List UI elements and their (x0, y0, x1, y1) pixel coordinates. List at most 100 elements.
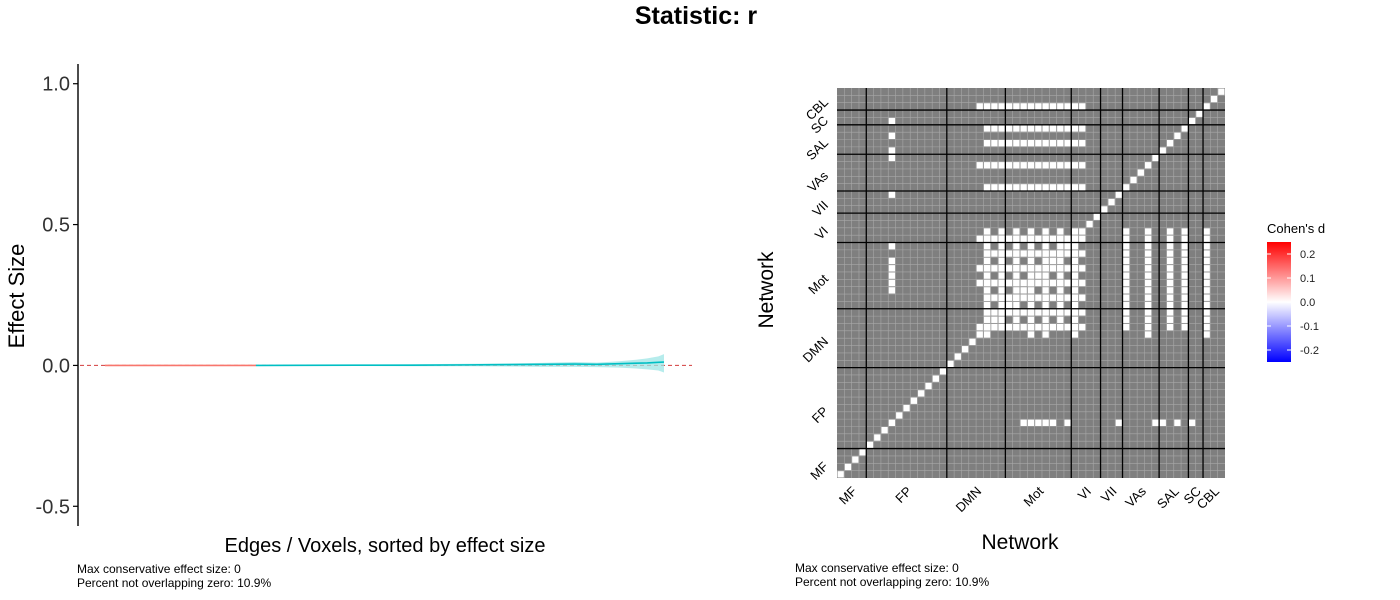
diagonal-cell (910, 397, 918, 404)
legend-tick-label: 0.2 (1300, 249, 1315, 261)
highlight-cell (983, 235, 991, 243)
highlight-cell (1071, 279, 1079, 287)
highlight-cell (1035, 265, 1042, 272)
highlight-cell (998, 162, 1005, 169)
highlight-cell (1144, 272, 1152, 279)
highlight-cell (1042, 250, 1049, 257)
x-network-label: SAL (1154, 484, 1182, 512)
highlight-cell (1042, 294, 1049, 301)
right-caption-line: Percent not overlapping zero: 10.9% (795, 575, 990, 589)
highlight-cell (1049, 309, 1057, 316)
diagonal-cell (903, 404, 910, 412)
highlight-cell (1057, 323, 1064, 331)
highlight-cell (1071, 243, 1079, 250)
diagonal-cell (1101, 206, 1108, 213)
highlight-cell (1013, 279, 1020, 287)
right-caption: Max conservative effect size: 0 Percent … (795, 561, 989, 589)
highlight-cell (1005, 103, 1013, 110)
highlight-cell (976, 279, 983, 287)
left-caption-line: Max conservative effect size: 0 (77, 562, 241, 576)
highlight-cell (888, 147, 896, 154)
highlight-cell (991, 162, 998, 169)
highlight-cell (1013, 301, 1020, 309)
highlight-cell (1071, 184, 1079, 191)
y-network-label: CBL (803, 95, 831, 123)
highlight-cell (1203, 301, 1210, 309)
highlight-cell (1049, 265, 1057, 272)
diagonal-cell (976, 331, 983, 338)
highlight-cell (888, 279, 896, 287)
highlight-cell (1005, 184, 1013, 191)
highlight-cell (1144, 228, 1152, 235)
highlight-cell (1042, 243, 1049, 250)
highlight-cell (998, 323, 1005, 331)
highlight-cell (1035, 140, 1042, 147)
x-network-label: VI (1075, 484, 1094, 503)
highlight-cell (1181, 301, 1188, 309)
highlight-cell (1042, 287, 1049, 294)
diagonal-cell (1064, 243, 1071, 250)
highlight-cell (1013, 265, 1020, 272)
highlight-cell (1071, 309, 1079, 316)
highlight-cell (1049, 162, 1057, 169)
highlight-cell (991, 279, 998, 287)
highlight-cell (1027, 316, 1035, 323)
highlight-cell (1013, 235, 1020, 243)
highlight-cell (1079, 294, 1086, 301)
highlight-cell (1071, 257, 1079, 265)
highlight-cell (1144, 323, 1152, 331)
highlight-cell (1071, 331, 1079, 338)
legend-tick-label: 0.1 (1300, 273, 1315, 285)
highlight-cell (1005, 323, 1013, 331)
highlight-cell (976, 162, 983, 169)
diagonal-cell (1005, 301, 1013, 309)
highlight-cell (1027, 272, 1035, 279)
highlight-cell (998, 265, 1005, 272)
highlight-cell (1049, 250, 1057, 257)
highlight-cell (888, 265, 896, 272)
highlight-cell (991, 184, 998, 191)
highlight-cell (991, 125, 998, 132)
heatmap-matrix (837, 88, 1225, 478)
highlight-cell (1144, 235, 1152, 243)
highlight-cell (1064, 265, 1071, 272)
highlight-cell (1013, 272, 1020, 279)
highlight-cell (1174, 419, 1181, 426)
highlight-cell (1079, 323, 1086, 331)
highlight-cell (1203, 316, 1210, 323)
highlight-cell (1020, 294, 1027, 301)
highlight-cell (983, 323, 991, 331)
diagonal-cell (888, 419, 896, 426)
highlight-cell (1020, 103, 1027, 110)
highlight-cell (983, 272, 991, 279)
highlight-cell (1013, 140, 1020, 147)
highlight-cell (1057, 125, 1064, 132)
highlight-cell (998, 125, 1005, 132)
highlight-cell (1123, 235, 1130, 243)
highlight-cell (1203, 294, 1210, 301)
x-network-label: MF (836, 483, 860, 507)
y-network-label: VAs (804, 168, 831, 195)
highlight-cell (1013, 162, 1020, 169)
y-network-label: MF (807, 459, 831, 483)
highlight-cell (998, 272, 1005, 279)
highlight-cell (1071, 316, 1079, 323)
highlight-cell (983, 279, 991, 287)
highlight-cell (1181, 323, 1188, 331)
highlight-cell (998, 257, 1005, 265)
highlight-cell (1027, 250, 1035, 257)
highlight-cell (983, 103, 991, 110)
highlight-cell (1144, 287, 1152, 294)
highlight-cell (1013, 243, 1020, 250)
highlight-cell (1079, 103, 1086, 110)
highlight-cell (983, 316, 991, 323)
diagonal-cell (1108, 198, 1115, 206)
highlight-cell (1166, 272, 1174, 279)
highlight-cell (1152, 419, 1159, 426)
highlight-cell (1057, 257, 1064, 265)
highlight-cell (1079, 279, 1086, 287)
highlight-cell (998, 294, 1005, 301)
highlight-cell (1013, 287, 1020, 294)
highlight-cell (1188, 419, 1196, 426)
heatmap-x-axis-label: Network (981, 531, 1059, 554)
